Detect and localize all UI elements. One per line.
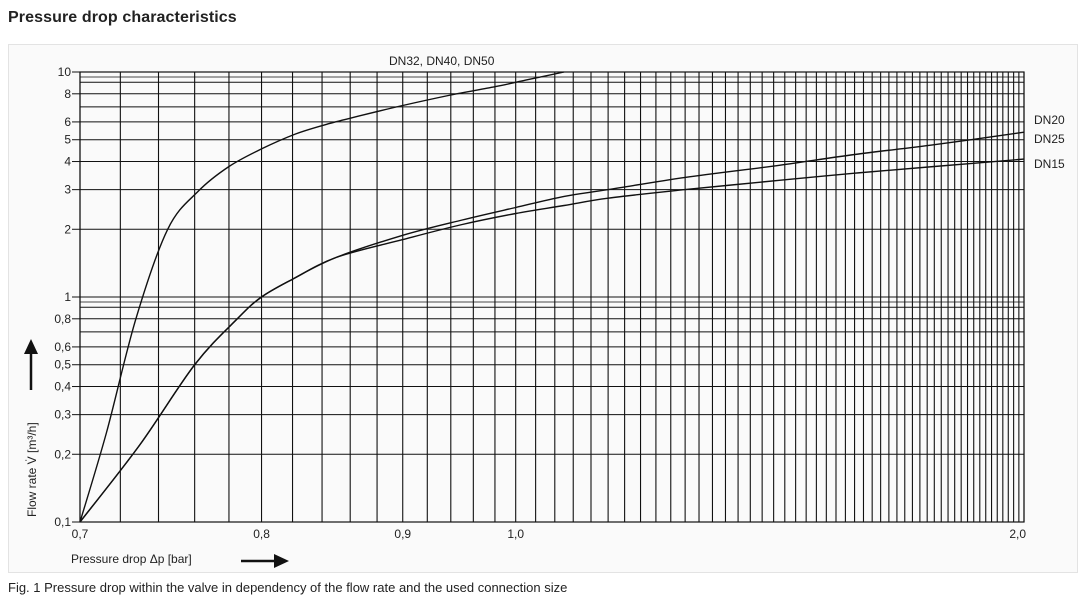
y-tick-label: 0,2 [54, 447, 71, 461]
chart-panel: 0,1 0,2 0,3 0,4 0,5 0,6 0,8 1 2 3 4 5 6 8 10 0,7 0,8 0,9… [8, 44, 1078, 573]
y-tick-label: 10 [58, 65, 72, 79]
curves [79, 71, 1025, 523]
y-tick-label: 5 [64, 133, 71, 147]
y-tick-labels: 0,1 0,2 0,3 0,4 0,5 0,6 0,8 1 2 3 4 5 6 8 10 [54, 65, 80, 529]
x-tick-label: 2,0 [1009, 527, 1026, 541]
y-tick-label: 1 [64, 290, 71, 304]
grid [79, 71, 1025, 523]
y-tick-label: 0,8 [54, 312, 71, 326]
x-tick-label: 1,0 [507, 527, 524, 541]
axis-titles: Flow rate V̇ [m³/h] Pressure drop Δp [ba… [24, 339, 289, 568]
y-tick-label: 0,6 [54, 340, 71, 354]
curve-labels: DN32, DN40, DN50 DN20 DN25 DN15 [389, 54, 1065, 171]
y-tick-label: 0,5 [54, 358, 71, 372]
curve-series-1 [79, 71, 565, 523]
x-axis-arrow-icon [241, 554, 289, 568]
y-tick-label: 2 [64, 222, 71, 236]
pressure-drop-chart: 0,1 0,2 0,3 0,4 0,5 0,6 0,8 1 2 3 4 5 6 8 10 0,7 0,8 0,9… [24, 54, 1065, 568]
curve-label: DN20 [1034, 113, 1065, 127]
curve-label: DN25 [1034, 132, 1065, 146]
y-tick-label: 0,4 [54, 380, 71, 394]
y-tick-label: 0,1 [54, 515, 71, 529]
chart-heading: Pressure drop characteristics [8, 9, 237, 26]
x-axis-label: Pressure drop Δp [bar] [71, 552, 192, 566]
curve-label: DN32, DN40, DN50 [389, 54, 495, 68]
curve-label: DN15 [1034, 157, 1065, 171]
y-axis-label: Flow rate V̇ [m³/h] [25, 422, 39, 517]
curve-series-2 [79, 131, 1025, 523]
x-tick-label: 0,7 [72, 527, 89, 541]
x-tick-labels: 0,7 0,8 0,9 1,0 2,0 [72, 527, 1027, 541]
curve-series-3 [79, 158, 1025, 523]
x-tick-label: 0,8 [253, 527, 270, 541]
x-tick-label: 0,9 [394, 527, 411, 541]
y-tick-label: 8 [64, 87, 71, 101]
y-tick-label: 0,3 [54, 408, 71, 422]
y-tick-label: 6 [64, 115, 71, 129]
y-axis-arrow-icon [24, 339, 38, 390]
y-tick-label: 4 [64, 155, 71, 169]
y-tick-label: 3 [64, 183, 71, 197]
figure-caption: Fig. 1 Pressure drop within the valve in… [8, 580, 568, 595]
